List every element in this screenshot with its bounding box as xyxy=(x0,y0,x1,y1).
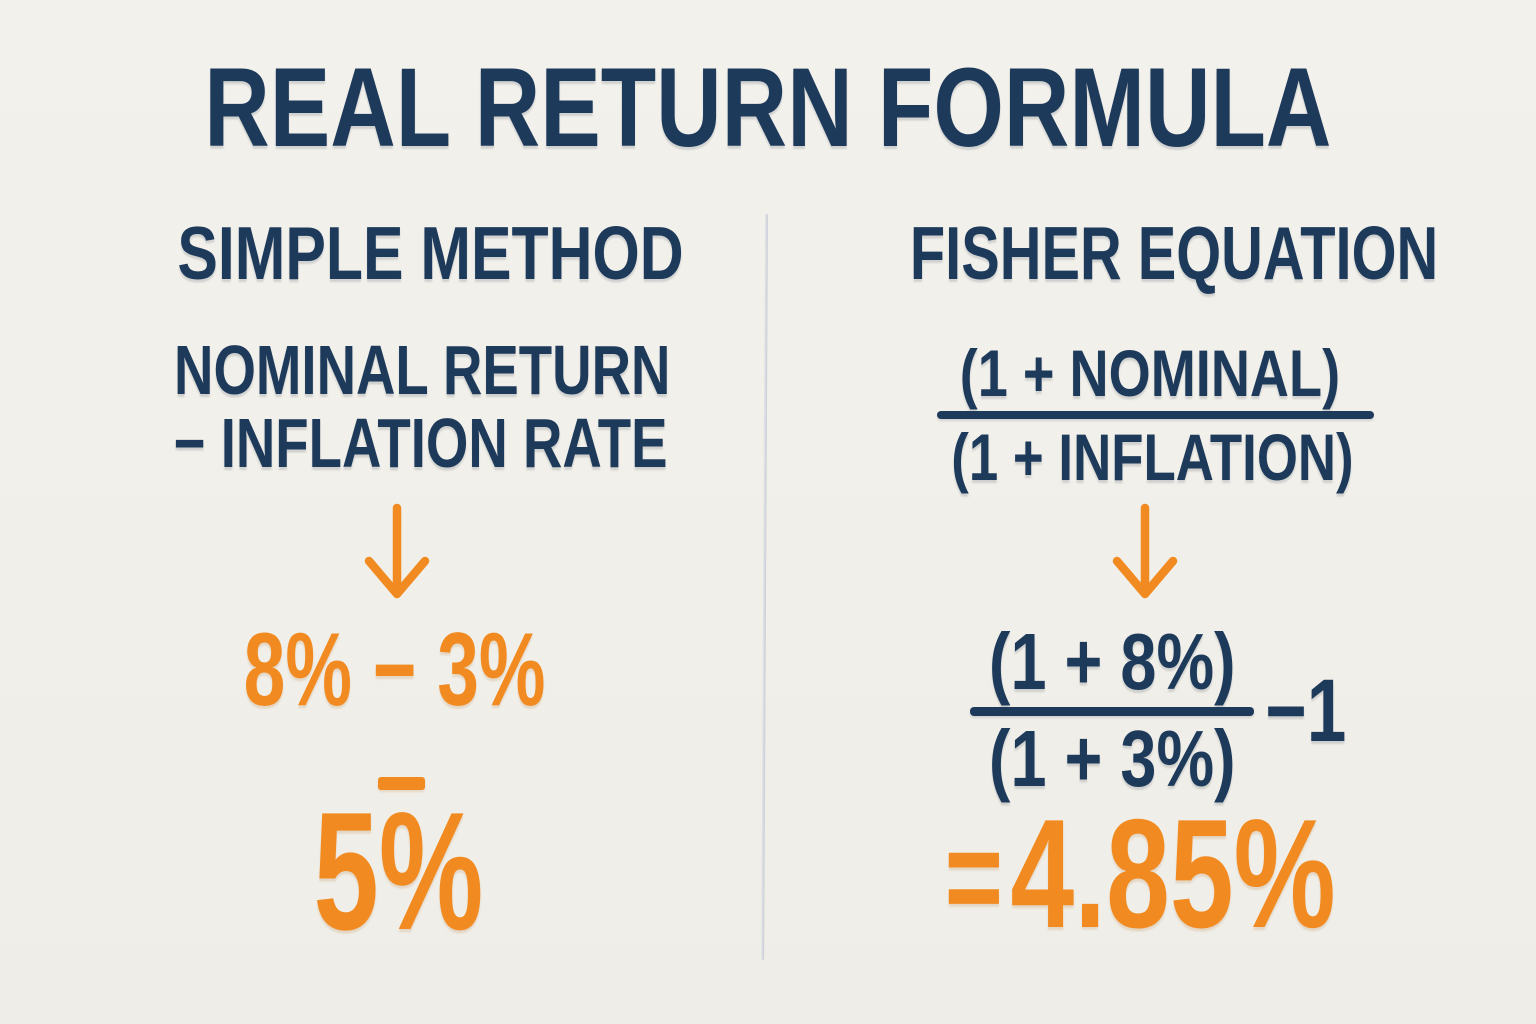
simple-method-heading: SIMPLE METHOD xyxy=(177,211,684,295)
simple-formula-line1: NOMINAL RETURN xyxy=(174,331,671,409)
minus-dash-icon xyxy=(378,777,425,790)
fisher-result: 4.85% xyxy=(1010,787,1336,960)
column-divider xyxy=(761,213,768,960)
down-arrow-icon xyxy=(364,503,430,599)
fisher-equation-heading: FISHER EQUATION xyxy=(909,211,1439,295)
fisher-formula-numerator: (1 + NOMINAL) xyxy=(959,336,1341,410)
page-title: REAL RETURN FORMULA xyxy=(204,45,1332,170)
fisher-example-denominator: (1 + 3%) xyxy=(988,714,1236,803)
simple-result: 5% xyxy=(313,777,483,965)
equals-sign: = xyxy=(944,801,1003,952)
fisher-example-numerator: (1 + 8%) xyxy=(988,617,1236,706)
simple-example: 8% − 3% xyxy=(244,612,546,728)
fisher-result-row: = 4.85% xyxy=(830,796,1450,951)
fraction-bar xyxy=(937,411,1374,419)
simple-formula-line2: − INFLATION RATE xyxy=(173,404,668,482)
down-arrow-icon xyxy=(1112,503,1178,599)
fraction-bar xyxy=(970,707,1254,716)
minus-one: −1 xyxy=(1265,660,1347,760)
fisher-formula-denominator: (1 + INFLATION) xyxy=(950,420,1354,494)
